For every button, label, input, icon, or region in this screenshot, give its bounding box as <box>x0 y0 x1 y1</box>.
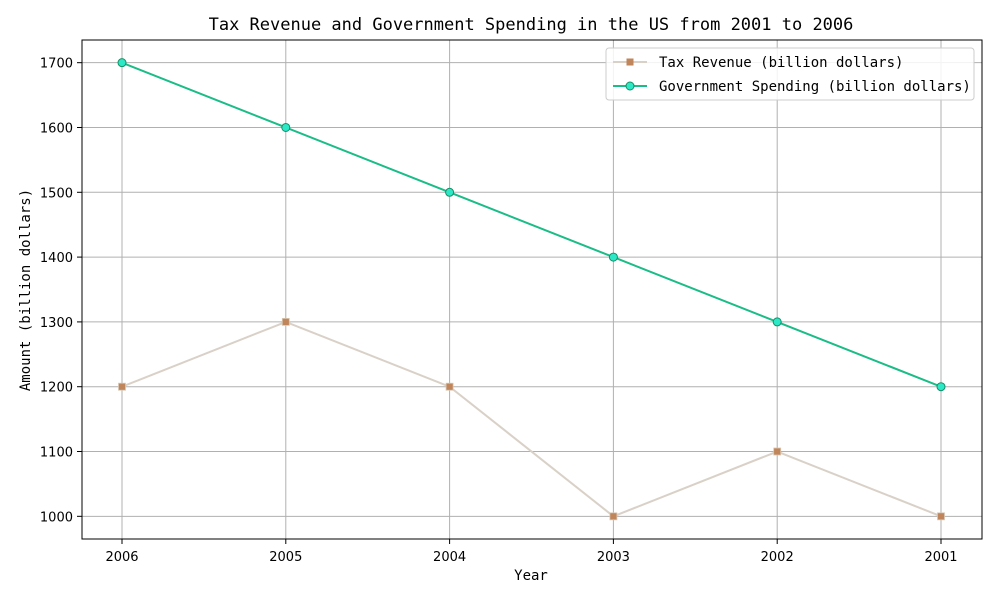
legend-entry: Government Spending (billion dollars) <box>613 79 971 95</box>
data-point <box>117 58 127 68</box>
data-point <box>118 382 126 391</box>
y-tick-label: 1600 <box>40 121 73 136</box>
data-point <box>281 122 291 132</box>
data-point <box>609 512 618 521</box>
legend: Tax Revenue (billion dollars) Government … <box>605 47 975 101</box>
data-point <box>773 447 782 456</box>
y-tick-label: 1400 <box>40 251 73 266</box>
x-tick-label: 2005 <box>269 550 302 565</box>
data-point <box>772 317 782 327</box>
x-axis-label: Year <box>514 568 548 584</box>
ticks-layer: 2006 2005 2004 2003 2002 2001 1000 1100 1200 1300… <box>40 57 958 565</box>
data-point <box>445 187 455 197</box>
legend-label: Tax Revenue (billion dollars) <box>659 55 903 71</box>
chart-title: Tax Revenue and Government Spending in t… <box>209 15 854 35</box>
y-tick-label: 1300 <box>40 316 73 331</box>
x-tick-label: 2002 <box>761 550 794 565</box>
x-tick-label: 2003 <box>597 550 630 565</box>
y-tick-label: 1100 <box>40 446 73 461</box>
series-2 <box>117 58 946 392</box>
x-tick-label: 2006 <box>105 550 138 565</box>
data-point <box>445 382 454 391</box>
y-axis-label: Amount (billion dollars) <box>18 189 34 391</box>
legend-items: Tax Revenue (billion dollars) Government … <box>613 55 971 95</box>
legend-box <box>605 47 975 101</box>
x-tick-label: 2004 <box>433 550 466 565</box>
plot-frame <box>81 39 983 540</box>
series-1 <box>118 318 945 521</box>
legend-label: Government Spending (billion dollars) <box>659 79 971 95</box>
y-tick-label: 1500 <box>40 186 73 201</box>
data-point <box>608 252 618 262</box>
data-point <box>281 318 290 326</box>
series-line <box>121 320 942 518</box>
data-point <box>937 512 945 521</box>
grid-layer <box>82 40 982 539</box>
series-layer <box>117 58 946 521</box>
y-tick-label: 1700 <box>40 57 73 72</box>
legend-swatch-marker <box>625 81 635 91</box>
series-line <box>121 61 942 388</box>
legend-swatch-marker <box>626 58 634 66</box>
x-tick-label: 2001 <box>924 550 957 565</box>
legend-entry: Tax Revenue (billion dollars) <box>613 55 903 71</box>
data-point <box>936 382 946 392</box>
y-tick-label: 1000 <box>40 510 73 525</box>
y-tick-label: 1200 <box>40 381 73 396</box>
